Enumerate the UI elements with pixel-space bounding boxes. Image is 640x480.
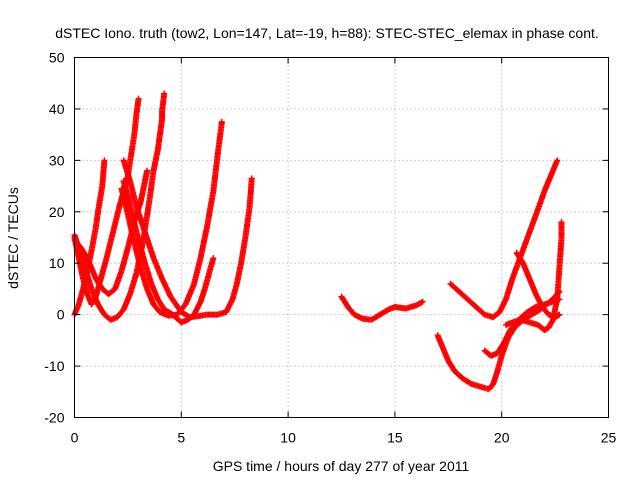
plus-marker [210, 255, 217, 262]
data-series [120, 157, 255, 321]
data-series [71, 167, 151, 298]
x-tick-label: 10 [280, 430, 296, 446]
x-axis-title: GPS time / hours of day 277 of year 2011 [213, 458, 470, 474]
x-tick-label: 15 [387, 430, 403, 446]
data-series [513, 249, 563, 321]
plus-marker [101, 157, 108, 164]
axis-tick-labels: 0 5 10 15 20 25 -20 -10 0 10 20 30 40 50 [44, 50, 616, 446]
data-series [118, 118, 225, 319]
y-tick-label: 30 [49, 152, 65, 168]
axis-ticks [74, 57, 609, 418]
y-tick-label: 0 [57, 307, 65, 323]
plus-marker [558, 219, 565, 226]
data-marks [71, 90, 565, 393]
x-tick-label: 20 [494, 430, 510, 446]
x-tick-label: 0 [71, 430, 79, 446]
plus-marker [418, 299, 425, 306]
chart-title: dSTEC Iono. truth (tow2, Lon=147, Lat=-1… [55, 25, 599, 41]
x-tick-label: 5 [177, 430, 185, 446]
plus-marker [419, 298, 426, 305]
data-series [71, 157, 108, 318]
grid-lines [74, 57, 609, 418]
plus-marker [161, 90, 168, 97]
plus-marker [554, 157, 561, 164]
plus-marker [248, 175, 255, 182]
plus-marker [218, 118, 225, 125]
x-tick-label: 25 [601, 430, 617, 446]
y-tick-label: 10 [49, 255, 65, 271]
plot-frame [74, 57, 609, 418]
y-tick-label: -20 [44, 410, 64, 426]
plus-marker [556, 311, 563, 318]
y-axis-title: dSTEC / TECUs [5, 187, 21, 289]
data-series [502, 219, 565, 334]
data-series [447, 157, 561, 321]
plus-marker [144, 167, 151, 174]
data-series [338, 293, 426, 323]
plus-marker [135, 95, 142, 102]
y-tick-label: 40 [49, 101, 65, 117]
y-tick-label: -10 [44, 358, 64, 374]
y-tick-label: 20 [49, 204, 65, 220]
y-tick-label: 50 [49, 50, 65, 66]
